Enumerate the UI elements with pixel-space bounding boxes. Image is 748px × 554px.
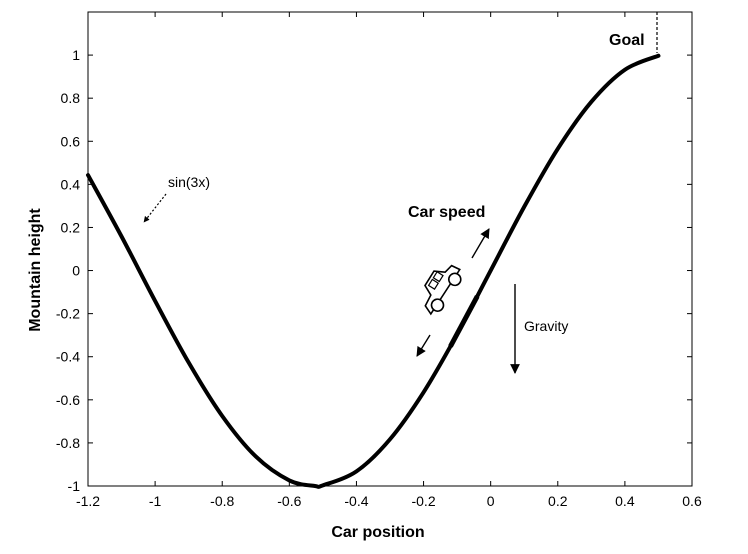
car-speed-label: Car speed (408, 204, 485, 221)
x-tick-label: -0.4 (344, 493, 368, 509)
curve-function-label: sin(3x) (168, 174, 210, 190)
car-icon (424, 264, 462, 316)
y-tick-label: -0.4 (56, 349, 80, 365)
y-tick-label: 0.4 (61, 176, 81, 192)
x-tick-label: -0.8 (210, 493, 234, 509)
x-tick-label: 0.4 (615, 493, 635, 509)
y-tick-label: 0.6 (61, 133, 81, 149)
x-axis-title: Car position (331, 524, 424, 541)
y-tick-label: 1 (72, 47, 80, 63)
gravity-label: Gravity (524, 318, 568, 334)
y-tick-label: -0.6 (56, 392, 80, 408)
x-tick-label: -1.2 (76, 493, 100, 509)
x-tick-label: 0.2 (548, 493, 568, 509)
x-tick-label: -1 (149, 493, 162, 509)
x-tick-label: 0.6 (682, 493, 702, 509)
speed-arrow-up (471, 228, 490, 259)
mountain-curve (86, 53, 661, 489)
speed-arrow-down (416, 334, 431, 357)
y-tick-label: -1 (68, 478, 81, 494)
plot-frame (87, 11, 693, 487)
y-tick-label: -0.8 (56, 435, 80, 451)
y-tick-label: 0.8 (61, 90, 81, 106)
curve-layer (86, 53, 661, 489)
x-tick-label: -0.6 (277, 493, 301, 509)
y-axis-title: Mountain height (27, 208, 44, 332)
x-tick-label: 0 (487, 493, 495, 509)
y-tick-label: 0.2 (61, 219, 81, 235)
car-position-segment (448, 295, 480, 348)
y-tick-label: 0 (72, 263, 80, 279)
goal-label: Goal (609, 32, 645, 49)
curve-label-pointer-arrow (143, 193, 167, 223)
y-tick-label: -0.2 (56, 306, 80, 322)
x-tick-label: -0.2 (411, 493, 435, 509)
ticks-layer: -1.2 -1 -0.8 -0.6 -0.4 -0.2 0 0.2 0.4 0.6-1-0.8-0… (56, 12, 702, 509)
